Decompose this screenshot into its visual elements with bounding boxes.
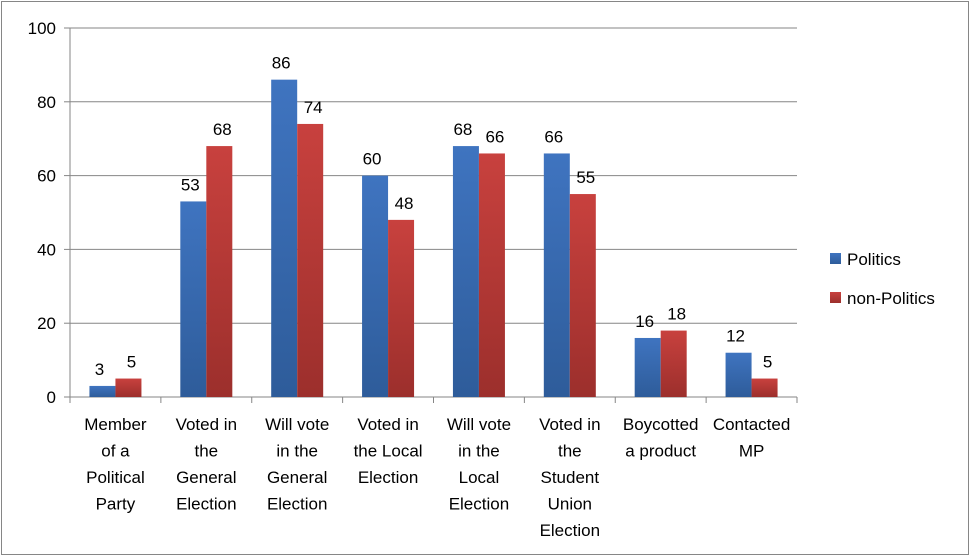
- x-category-label: Voted in the Student Union Election: [539, 415, 600, 540]
- data-labels: 3 53 86 60 68 66 16 12 5 68 74 48 66 55 18 5: [95, 54, 773, 379]
- bar-non-politics: [660, 330, 687, 397]
- y-tick-label: 40: [37, 240, 56, 259]
- bar-non-politics: [206, 146, 233, 397]
- bar-politics: [362, 175, 389, 397]
- legend-swatch: [830, 292, 841, 303]
- bar-politics: [180, 201, 207, 397]
- data-label: 68: [453, 120, 472, 139]
- legend-label: non-Politics: [847, 289, 935, 308]
- data-label: 66: [544, 127, 563, 146]
- data-label: 18: [667, 305, 686, 324]
- category-labels: Member of a Political Party Voted in the Gener…: [84, 415, 790, 540]
- bar-non-politics: [115, 378, 142, 397]
- bar-politics: [634, 337, 661, 397]
- bar-non-politics: [751, 378, 778, 397]
- x-category-label: Will vote in the General Election: [265, 415, 329, 514]
- bar-non-politics: [478, 153, 505, 397]
- data-label: 68: [213, 120, 232, 139]
- data-label: 53: [181, 175, 200, 194]
- data-label: 3: [95, 360, 104, 379]
- x-category-label: Voted in the General Election: [176, 415, 237, 514]
- y-tick-label: 100: [28, 19, 56, 38]
- x-category-label: Member of a Political Party: [84, 415, 147, 514]
- bar-politics: [725, 352, 752, 397]
- data-label: 5: [127, 353, 136, 372]
- bar-non-politics: [297, 123, 324, 397]
- x-category-label: Boycotted a product: [623, 415, 699, 461]
- x-category-label: Voted in the Local Election: [354, 415, 423, 487]
- bars: [89, 79, 778, 397]
- y-tick-label: 20: [37, 314, 56, 333]
- bar-politics: [452, 146, 479, 397]
- data-label: 86: [272, 54, 291, 73]
- legend-label: Politics: [847, 250, 901, 269]
- data-label: 5: [763, 353, 772, 372]
- bar-politics: [89, 385, 116, 397]
- x-category-label: Contacted MP: [713, 415, 791, 461]
- bar-non-politics: [569, 194, 596, 397]
- legend: Politics non-Politics: [830, 250, 935, 308]
- bar-politics: [271, 79, 298, 397]
- bar-non-politics: [388, 219, 415, 397]
- data-label: 66: [485, 127, 504, 146]
- data-label: 74: [304, 98, 323, 117]
- bar-politics: [543, 153, 570, 397]
- y-tick-label: 80: [37, 93, 56, 112]
- data-label: 12: [726, 327, 745, 346]
- data-label: 48: [395, 194, 414, 213]
- gridlines: [70, 27, 797, 324]
- data-label: 55: [576, 168, 595, 187]
- data-label: 60: [363, 150, 382, 169]
- y-tick-label: 0: [47, 388, 56, 407]
- data-label: 16: [635, 312, 654, 331]
- legend-swatch: [830, 253, 841, 264]
- y-tick-label: 60: [37, 167, 56, 186]
- x-category-label: Will vote in the Local Election: [447, 415, 511, 514]
